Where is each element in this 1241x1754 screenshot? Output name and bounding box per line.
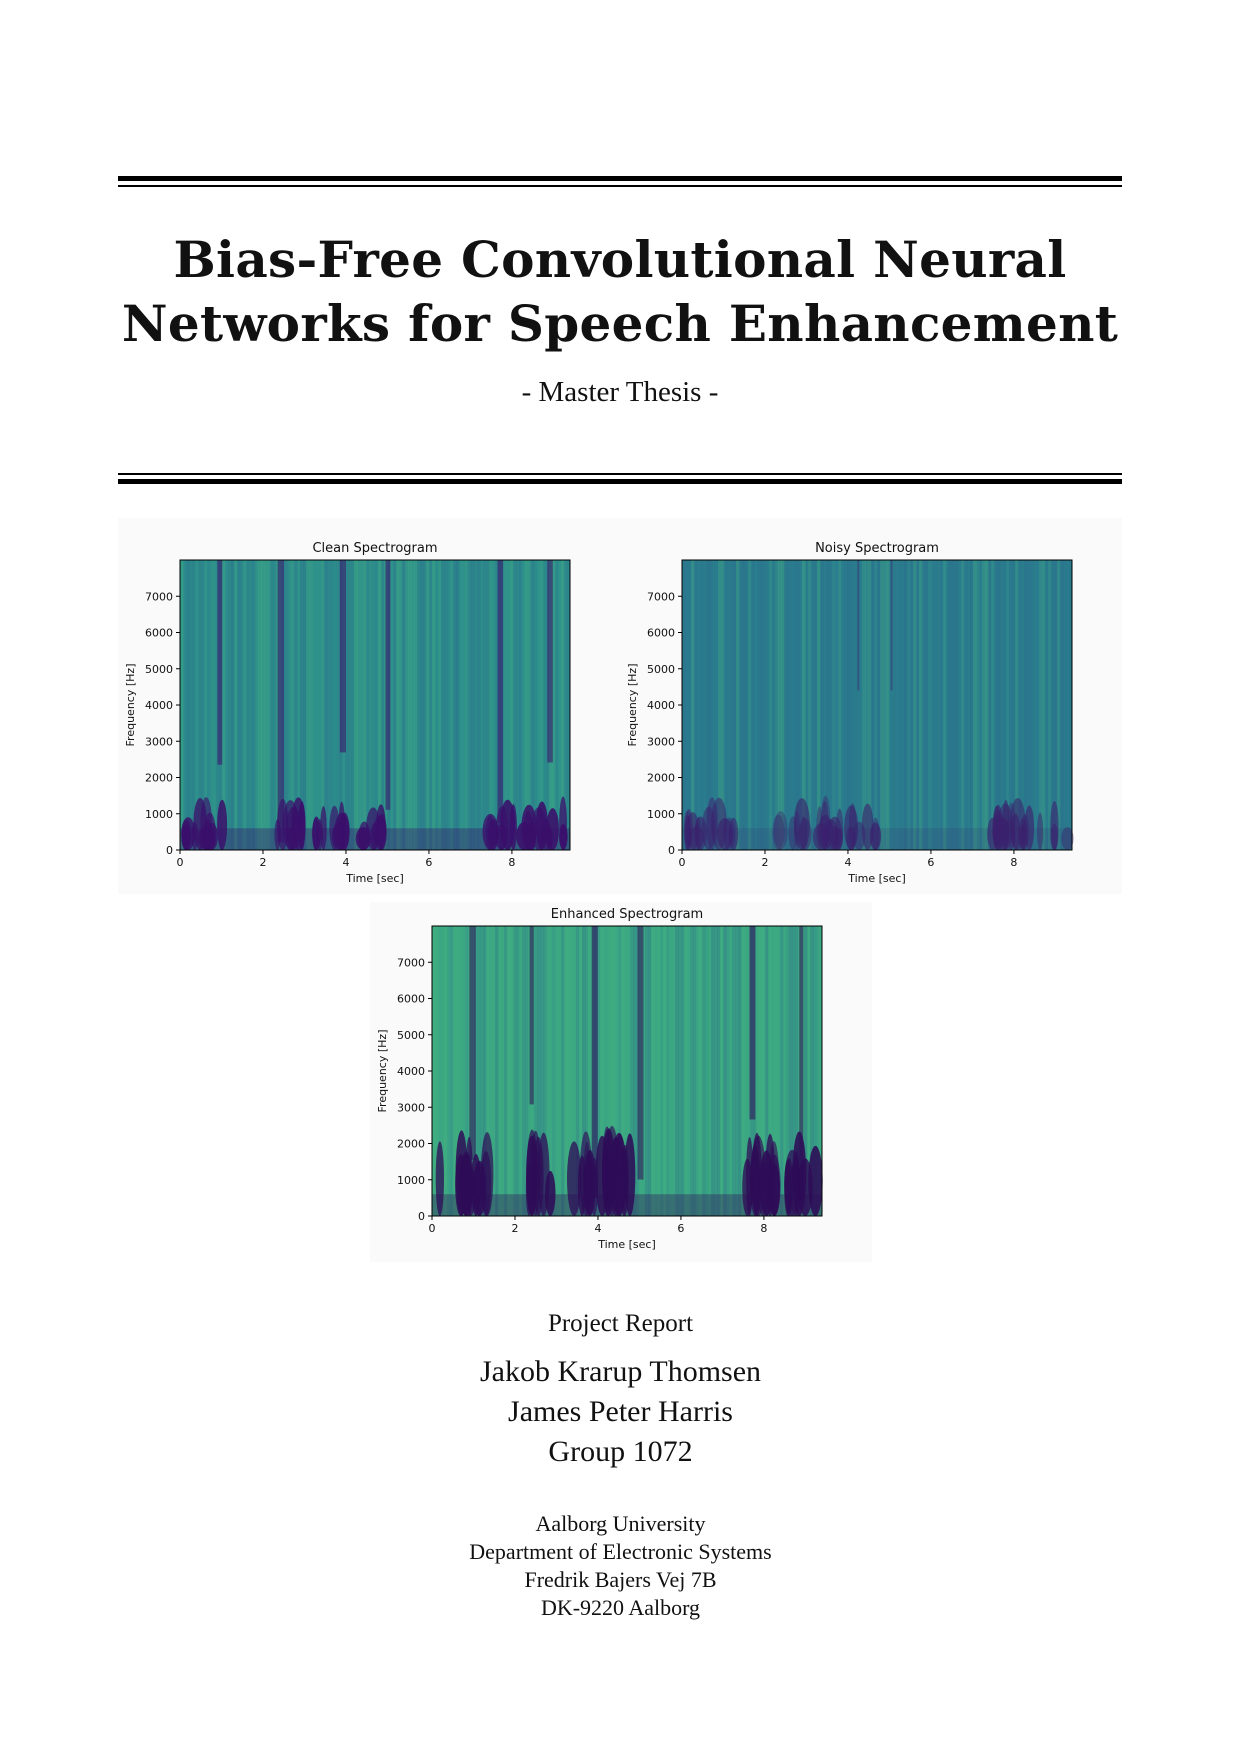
enhanced-spectrogram-panel: Enhanced Spectrogram 0 2 4 6 8 0 1000 2000 3000 40… (370, 902, 872, 1262)
y-tick-label: 1000 (145, 808, 173, 821)
x-tick-label: 8 (760, 1222, 767, 1235)
x-tick-label: 6 (927, 856, 934, 869)
x-axis-label: Time [sec] (597, 1238, 656, 1251)
y-tick-label: 7000 (647, 590, 675, 603)
spectrogram-texture (682, 560, 1073, 850)
title-block: Bias-Free Convolutional Neural Networks … (118, 228, 1122, 409)
group-number: Group 1072 (548, 1435, 693, 1468)
y-tick-label: 2000 (647, 772, 675, 785)
speech-activity (683, 560, 1074, 850)
x-axis-label: Time [sec] (345, 872, 404, 885)
chart-title: Enhanced Spectrogram (551, 907, 703, 922)
x-tick-label: 8 (1010, 856, 1017, 869)
y-tick-label: 7000 (145, 590, 173, 603)
noisy-spectrogram-panel: Noisy Spectrogram 0 2 4 6 8 0 1000 2000 3000 4000 5… (620, 518, 1122, 894)
clean-spectrogram-chart: Clean Spectrogram 0 2 4 6 8 0 1000 2000 3000 4000 5… (124, 541, 571, 885)
title-line-1: Bias-Free Convolutional Neural (173, 230, 1067, 289)
x-tick-label: 0 (679, 856, 686, 869)
y-tick-label: 1000 (647, 808, 675, 821)
noisy-spectrogram-chart: Noisy Spectrogram 0 2 4 6 8 0 1000 2000 3000 4000 5… (626, 541, 1074, 885)
y-tick-label: 4000 (145, 699, 173, 712)
y-tick-label: 4000 (647, 699, 675, 712)
authors-block: Jakob Krarup Thomsen James Peter Harris … (0, 1352, 1241, 1472)
y-tick-label: 6000 (647, 627, 675, 640)
y-axis-label: Frequency [Hz] (124, 664, 137, 747)
subtitle: - Master Thesis - (521, 376, 719, 408)
title-line-2: Networks for Speech Enhancement (121, 294, 1119, 353)
bottom-rule-thin (118, 473, 1122, 475)
chart-title: Noisy Spectrogram (815, 541, 939, 556)
x-tick-label: 2 (761, 856, 768, 869)
y-tick-label: 3000 (397, 1101, 425, 1114)
y-tick-label: 5000 (145, 663, 173, 676)
x-tick-label: 0 (177, 856, 184, 869)
university: Aalborg University (535, 1511, 706, 1536)
author-2: James Peter Harris (508, 1395, 733, 1428)
x-tick-label: 4 (844, 856, 851, 869)
y-tick-label: 2000 (145, 772, 173, 785)
bottom-rule-thick (118, 479, 1122, 484)
x-tick-label: 4 (594, 1222, 601, 1235)
y-tick-label: 0 (166, 844, 173, 857)
speech-activity (435, 926, 823, 1216)
x-tick-label: 2 (511, 1222, 518, 1235)
department: Department of Electronic Systems (469, 1539, 772, 1564)
x-tick-label: 2 (259, 856, 266, 869)
x-tick-label: 8 (508, 856, 515, 869)
x-tick-label: 6 (425, 856, 432, 869)
clean-spectrogram-panel: Clean Spectrogram 0 2 4 6 8 0 1000 2000 3000 4000 5… (118, 518, 620, 894)
y-tick-label: 7000 (397, 956, 425, 969)
city: DK-9220 Aalborg (540, 1595, 701, 1620)
y-tick-label: 3000 (145, 735, 173, 748)
y-tick-label: 3000 (647, 735, 675, 748)
y-tick-label: 4000 (397, 1065, 425, 1078)
y-tick-label: 0 (668, 844, 675, 857)
y-tick-label: 6000 (397, 993, 425, 1006)
y-tick-label: 0 (418, 1210, 425, 1223)
x-tick-label: 0 (429, 1222, 436, 1235)
address-block: Aalborg University Department of Electro… (0, 1510, 1241, 1622)
top-rule-thick (118, 176, 1122, 181)
x-axis-label: Time [sec] (847, 872, 906, 885)
street: Fredrik Bajers Vej 7B (524, 1567, 717, 1592)
top-rule-thin (118, 185, 1122, 187)
y-tick-label: 5000 (397, 1029, 425, 1042)
y-tick-label: 6000 (145, 627, 173, 640)
y-axis-label: Frequency [Hz] (626, 664, 639, 747)
chart-title: Clean Spectrogram (312, 541, 437, 556)
x-tick-label: 6 (677, 1222, 684, 1235)
report-type: Project Report (547, 1310, 694, 1337)
y-tick-label: 1000 (397, 1174, 425, 1187)
x-tick-label: 4 (342, 856, 349, 869)
y-tick-label: 2000 (397, 1138, 425, 1151)
y-tick-label: 5000 (647, 663, 675, 676)
author-1: Jakob Krarup Thomsen (479, 1355, 762, 1388)
y-axis-label: Frequency [Hz] (376, 1030, 389, 1113)
speech-activity (181, 560, 568, 850)
enhanced-spectrogram-chart: Enhanced Spectrogram 0 2 4 6 8 0 1000 2000 3000 40… (376, 907, 823, 1251)
